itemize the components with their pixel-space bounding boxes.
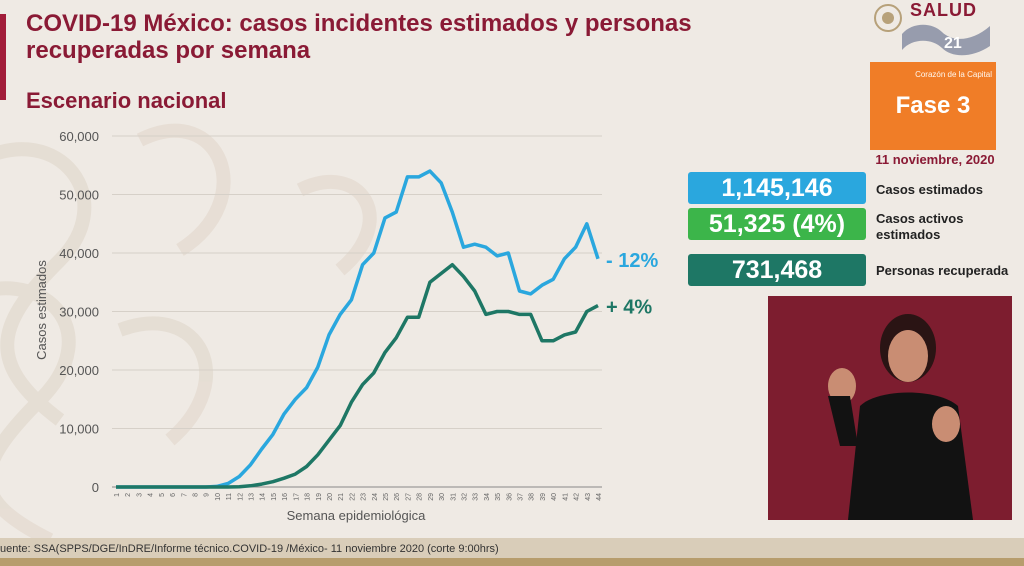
x-tick-label: 41 xyxy=(562,493,569,501)
x-axis-title: Semana epidemiológica xyxy=(287,508,427,523)
x-tick-label: 9 xyxy=(204,493,211,497)
title-accent-bar xyxy=(0,14,6,100)
x-tick-label: 20 xyxy=(327,493,334,501)
page-title: COVID-19 México: casos incidentes estima… xyxy=(26,10,692,64)
x-tick-label: 2 xyxy=(125,493,132,497)
sign-language-video xyxy=(768,296,1012,520)
y-tick-label: 0 xyxy=(92,480,99,495)
x-tick-label: 44 xyxy=(596,493,603,501)
x-tick-label: 17 xyxy=(293,493,300,501)
estimated-cases-value: 1,145,146 xyxy=(688,172,866,204)
x-tick-label: 36 xyxy=(506,493,513,501)
series-line-2 xyxy=(116,262,599,489)
x-tick-label: 4 xyxy=(148,493,155,497)
x-tick-label: 39 xyxy=(540,493,547,501)
y-tick-label: 30,000 xyxy=(59,305,99,320)
x-tick-label: 7 xyxy=(181,493,188,497)
y-tick-label: 50,000 xyxy=(59,188,99,203)
phase-label: Fase 3 xyxy=(895,92,971,119)
x-tick-label: 23 xyxy=(361,493,368,501)
report-date: 11 noviembre, 2020 xyxy=(875,152,995,167)
x-tick-label: 31 xyxy=(450,493,457,501)
source-footer: uente: SSA(SPPS/DGE/InDRE/Informe técnic… xyxy=(0,538,1024,560)
y-axis-title: Casos estimados xyxy=(34,260,49,360)
x-tick-label: 16 xyxy=(282,493,289,501)
recovered-value: 731,468 xyxy=(688,254,866,286)
series-end-label-2: + 4% xyxy=(606,297,652,319)
x-tick-label: 26 xyxy=(394,493,401,501)
x-tick-label: 43 xyxy=(585,493,592,501)
y-tick-label: 60,000 xyxy=(59,129,99,144)
x-tick-label: 11 xyxy=(226,493,233,500)
phase-caption: Corazón de la Capital xyxy=(915,70,992,79)
x-tick-label: 25 xyxy=(383,493,390,501)
x-tick-label: 6 xyxy=(170,493,177,497)
x-tick-label: 21 xyxy=(338,493,345,501)
x-tick-label: 14 xyxy=(260,493,267,501)
x-tick-label: 35 xyxy=(495,493,502,501)
y-tick-label: 40,000 xyxy=(59,246,99,261)
x-tick-label: 33 xyxy=(473,493,480,501)
x-tick-label: 5 xyxy=(159,493,166,497)
x-tick-label: 19 xyxy=(316,493,323,501)
x-tick-label: 42 xyxy=(574,493,581,501)
series-end-label-1: - 12% xyxy=(606,250,658,272)
page-subtitle: Escenario nacional xyxy=(26,88,227,113)
x-tick-label: 18 xyxy=(305,493,312,501)
series-line-1 xyxy=(116,169,600,489)
x-tick-label: 27 xyxy=(405,493,412,501)
salud-logo-icon: 21 xyxy=(874,4,990,56)
active-cases-value: 51,325 (4%) xyxy=(688,208,866,240)
x-tick-label: 24 xyxy=(372,493,379,501)
x-tick-label: 3 xyxy=(136,493,143,497)
x-tick-label: 30 xyxy=(439,493,446,501)
y-tick-label: 20,000 xyxy=(59,363,99,378)
sign-language-interpreter-icon xyxy=(828,314,973,520)
x-tick-label: 28 xyxy=(417,493,424,501)
x-tick-label: 1 xyxy=(114,493,121,497)
x-tick-label: 12 xyxy=(237,493,244,501)
salud-logo-text: SALUD xyxy=(910,0,977,20)
x-tick-label: 15 xyxy=(271,493,278,501)
svg-text:21: 21 xyxy=(944,35,962,52)
x-tick-label: 8 xyxy=(192,493,199,497)
x-tick-label: 37 xyxy=(518,493,525,501)
x-tick-label: 34 xyxy=(484,493,491,501)
x-tick-label: 38 xyxy=(529,493,536,501)
footer-band xyxy=(0,558,1024,566)
x-tick-label: 10 xyxy=(215,493,222,501)
active-cases-label: Casos activos estimados xyxy=(876,211,964,242)
x-tick-label: 22 xyxy=(349,493,356,501)
x-tick-label: 32 xyxy=(461,493,468,501)
x-tick-label: 40 xyxy=(551,493,558,501)
x-tick-label: 13 xyxy=(249,493,256,501)
x-tick-label: 29 xyxy=(428,493,435,501)
y-tick-label: 10,000 xyxy=(59,422,99,437)
phase-badge: Corazón de la Capital Fase 3 xyxy=(870,62,996,150)
recovered-label: Personas recuperada xyxy=(876,263,1009,278)
estimated-cases-label: Casos estimados xyxy=(876,182,983,197)
